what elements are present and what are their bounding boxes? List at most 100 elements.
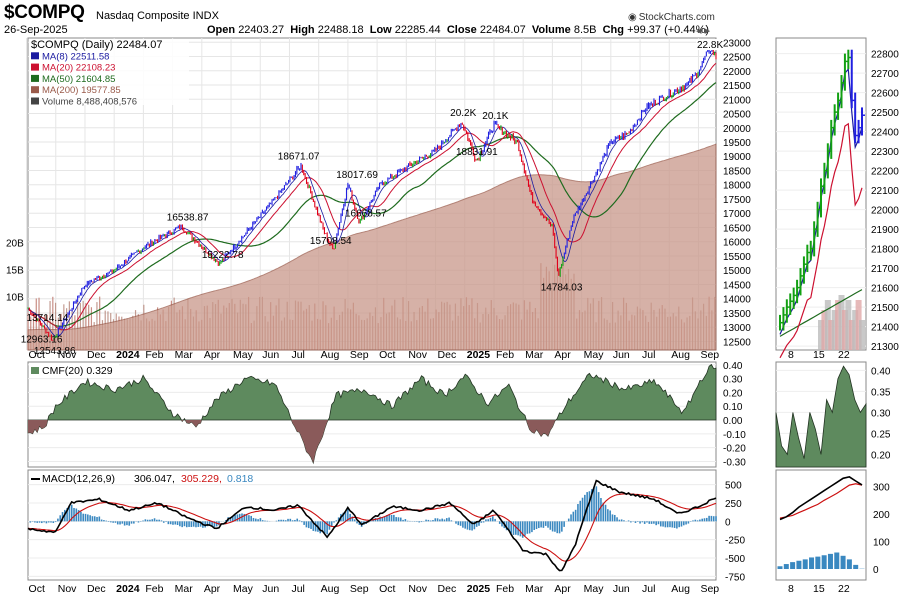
legend-ma50-swatch [31,74,39,82]
month-label: Feb [496,349,514,361]
macd-histogram-bar [93,516,96,522]
brand[interactable]: ◉ StockCharts.com [628,12,715,23]
macd-histogram-bar [133,521,135,524]
signal-value: 305.229, [181,473,222,485]
price-annotation: 12543.86 [34,346,76,357]
cmf-tick-label: 0.40 [723,361,743,372]
legend-ma200: MA(200) 19577.85 [42,85,121,96]
month-label: Sep [350,349,369,361]
cmf-tick-label: -0.10 [723,430,746,441]
zoom-x-label: 8 [788,583,794,595]
month-label: Nov [58,349,77,361]
price-annotation: 14784.03 [541,282,583,293]
macd-histogram-bar [445,518,448,522]
macd-histogram-bar [248,515,250,522]
price-annotation: 16668.57 [345,209,387,220]
zoom-tick-label: 21600 [871,284,899,295]
macd-histogram-bar [473,521,476,530]
macd-histogram-bar [68,505,71,522]
price-tick-label: 16000 [723,238,751,249]
legend-main: $COMPQ (Daily) 22484.07 [31,39,162,51]
volume-label: Volume [531,24,571,36]
macd-histogram-bar [319,521,322,534]
zoom-macd-tick-label: 0 [873,565,879,576]
macd-histogram-bar [659,521,662,527]
zoom-volume-bar [828,320,835,350]
macd-histogram-bar [34,521,36,523]
macd-histogram-bar [487,519,490,522]
macd-histogram-bar [259,518,262,522]
price-annotation: 12963.16 [21,334,63,345]
macd-histogram-bar [128,521,131,526]
volume-bar [82,300,84,350]
macd-histogram-bar [314,521,317,532]
zoom-tick-label: 22300 [871,147,899,158]
macd-histogram-bar [199,521,202,527]
macd-histogram-bar [471,521,473,531]
chart-date: 26-Sep-2025 [4,24,68,36]
macd-histogram-bar [696,520,699,522]
zoom-macd-tick-label: 300 [873,483,890,494]
macd-histogram-bar [498,521,501,524]
nav-arrows-icon[interactable]: ◂ ▸ [696,25,711,37]
price-tick-label: 18000 [723,181,751,192]
macd-histogram-bar [192,521,195,527]
zoom-histogram-bar [802,559,808,569]
month-label: Nov [58,583,77,595]
macd-histogram-bar [236,514,239,522]
open-value: 22403.27 [238,24,285,36]
macd-histogram-bar [347,509,349,522]
zoom-tick-label: 21400 [871,323,899,334]
macd-histogram-bar [151,519,154,522]
zoom-signal-line [779,483,863,519]
month-label: Sep [700,583,719,595]
price-annotation: 20.2K [450,108,476,119]
macd-histogram-bar [508,521,510,532]
macd-histogram-bar [669,521,671,528]
price-annotation: 18831.91 [456,147,498,158]
macd-histogram-bar [399,517,402,522]
month-label: Jun [613,349,630,361]
month-label: Feb [145,583,163,595]
macd-histogram-bar [703,518,706,522]
macd-histogram-bar [45,521,48,524]
month-label: Dec [87,349,106,361]
macd-histogram-bar [462,521,464,528]
macd-histogram-bar [254,518,257,522]
macd-histogram-bar [165,521,167,522]
ohlc-readout: Open 22403.27 High 22488.18 Low 22285.44… [207,24,709,36]
macd-histogram-bar [556,521,559,534]
macd-histogram-bar [597,492,600,522]
macd-histogram-bar [588,491,591,522]
zoom-x-label: 8 [788,349,794,361]
macd-histogram-bar [551,521,554,532]
histogram-value: 0.818 [227,473,253,485]
month-label: Aug [321,349,340,361]
price-tick-label: 23000 [723,38,751,49]
month-label: Jul [291,583,304,595]
brand-label: StockCharts.com [638,12,715,23]
ma20-line [27,62,717,331]
volume-value: 8.5B [573,24,597,36]
macd-histogram-bar [190,521,193,528]
macd-histogram-bar [50,521,52,523]
macd-histogram-bar [705,517,708,522]
macd-histogram-bar [337,517,340,522]
macd-histogram-bar [100,519,103,522]
macd-histogram-bar [195,521,197,528]
cmf-title: CMF(20) 0.329 [42,365,113,377]
volume-bar [38,297,40,350]
cmf-tick-label: -0.30 [723,457,746,468]
chg-label: Chg [602,24,624,36]
macd-histogram-bar [137,521,140,523]
macd-histogram-bar [494,518,496,522]
macd-histogram-bar [160,520,163,522]
price-tick-label: 14500 [723,280,751,291]
month-label: Oct [29,583,45,595]
macd-histogram-bar [692,520,694,522]
macd-histogram-bar [505,521,508,531]
macd-histogram-bar [485,519,487,522]
macd-histogram-bar [439,519,441,522]
macd-histogram-bar [123,521,126,526]
zoom-volume-bar [841,310,848,350]
